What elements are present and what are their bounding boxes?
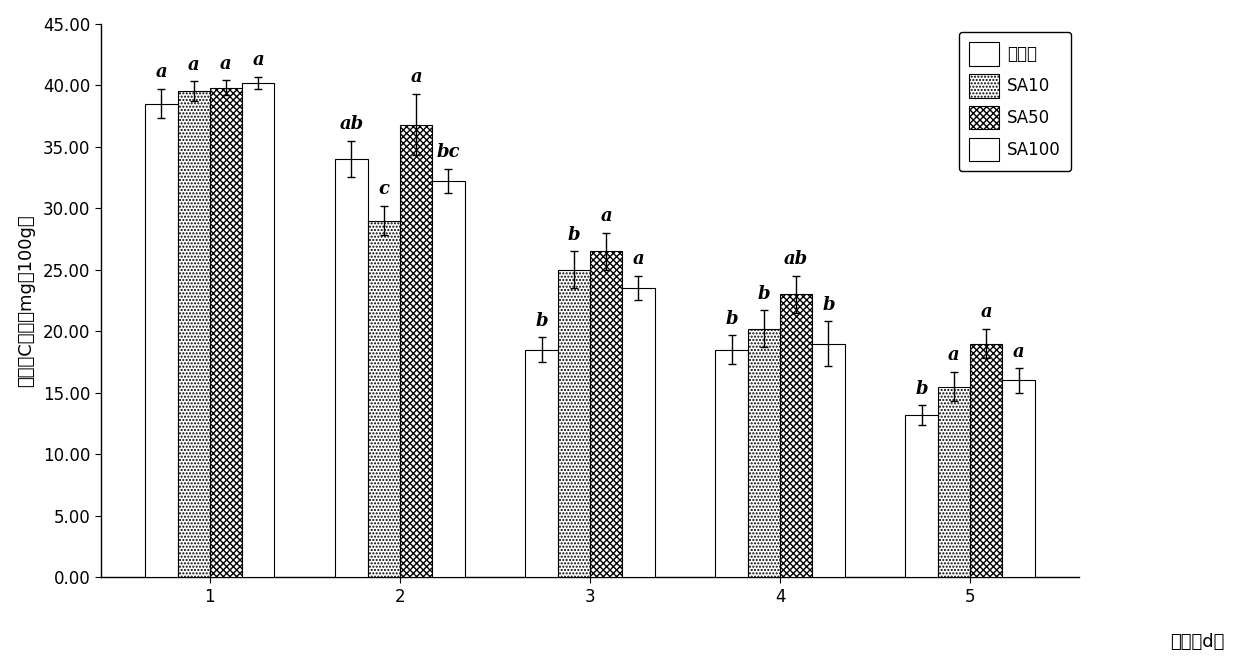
- Bar: [1002, 381, 1035, 577]
- Bar: [715, 349, 747, 577]
- Text: a: a: [633, 251, 644, 269]
- Text: ab: ab: [339, 115, 363, 133]
- Text: b: b: [725, 310, 738, 328]
- Bar: [368, 221, 400, 577]
- Bar: [813, 343, 845, 577]
- Bar: [145, 103, 177, 577]
- Text: a: a: [601, 208, 612, 225]
- Text: b: b: [757, 285, 771, 303]
- Bar: [970, 343, 1002, 577]
- Text: a: a: [156, 64, 167, 82]
- Text: a: a: [948, 347, 960, 365]
- Text: bc: bc: [436, 143, 460, 162]
- Text: b: b: [567, 226, 580, 244]
- Text: c: c: [378, 180, 389, 198]
- Text: a: a: [253, 51, 264, 69]
- Bar: [432, 181, 465, 577]
- Bar: [242, 83, 275, 577]
- Text: a: a: [188, 56, 199, 74]
- Text: b: b: [916, 380, 928, 398]
- Bar: [622, 288, 654, 577]
- Text: a: a: [1012, 343, 1025, 361]
- Text: ab: ab: [784, 251, 808, 269]
- Text: a: a: [410, 68, 422, 86]
- Bar: [558, 270, 590, 577]
- Bar: [177, 91, 209, 577]
- Bar: [747, 329, 781, 577]
- Text: b: b: [535, 312, 548, 330]
- Bar: [400, 125, 432, 577]
- Bar: [336, 159, 368, 577]
- Text: a: a: [221, 55, 232, 73]
- Bar: [590, 251, 622, 577]
- Legend: 水处理, SA10, SA50, SA100: 水处理, SA10, SA50, SA100: [959, 32, 1070, 171]
- Bar: [209, 88, 242, 577]
- Text: a: a: [980, 304, 992, 322]
- Text: 天数（d）: 天数（d）: [1170, 633, 1224, 650]
- Bar: [938, 387, 970, 577]
- Bar: [525, 349, 558, 577]
- Bar: [906, 415, 938, 577]
- Bar: [781, 294, 813, 577]
- Y-axis label: 维生素C含量（mg／100g）: 维生素C含量（mg／100g）: [16, 214, 35, 387]
- Text: b: b: [823, 296, 835, 314]
